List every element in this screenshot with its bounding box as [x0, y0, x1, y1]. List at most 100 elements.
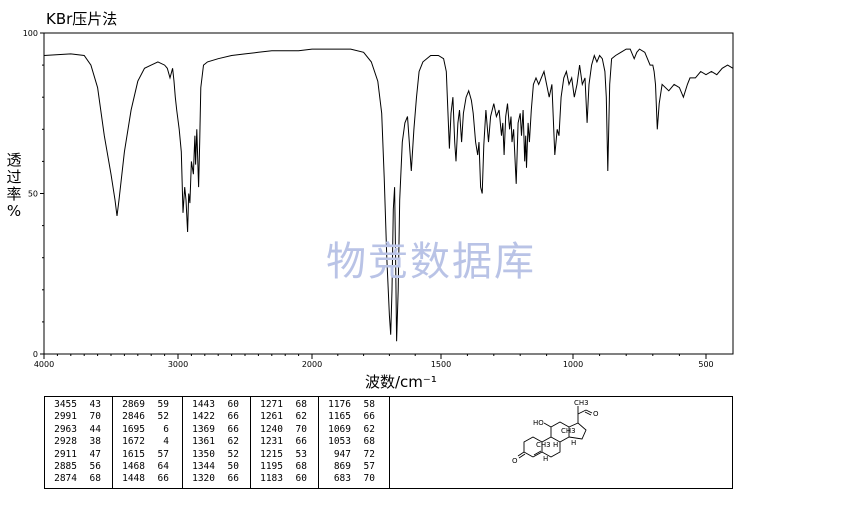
peak-table-row: 2928 38	[49, 436, 112, 448]
peak-transmittance: 56	[89, 461, 101, 473]
peak-transmittance: 70	[295, 423, 307, 435]
carbonyl-bond	[585, 409, 593, 414]
peak-wavenumber: 1215	[260, 448, 283, 460]
peak-table-row: 1261 62	[255, 411, 318, 423]
peak-wavenumber: 2928	[54, 436, 77, 448]
peak-transmittance: 58	[363, 399, 375, 410]
peak-wavenumber: 1695	[122, 423, 145, 435]
peak-table-row: 1240 70	[255, 424, 318, 436]
chart-title: KBr压片法	[46, 10, 118, 28]
y-axis-label: 透 过 率 %	[4, 152, 24, 220]
x-tick-label: 2000	[302, 360, 322, 369]
peak-table-row: 1361 62	[187, 436, 250, 448]
peak-transmittance: 66	[363, 411, 375, 423]
peak-wavenumber: 1422	[192, 411, 215, 423]
peak-table-column: 1443 60 1422 66 1369 66 1361 62 1350 52 1344 50 1320…	[183, 397, 251, 488]
peak-transmittance: 60	[295, 473, 307, 485]
peak-table-row: 3455 43	[49, 399, 112, 411]
peak-table-row: 1422 66	[187, 411, 250, 423]
peak-table-row: 1183 60	[255, 473, 318, 485]
peak-table-row: 947 72	[323, 449, 389, 461]
peak-wavenumber: 1320	[192, 473, 215, 485]
peak-transmittance: 72	[363, 448, 375, 460]
y-axis-label-char: %	[6, 202, 22, 220]
peak-table-column: 3455 43 2991 70 2963 44 2928 38 2911 47 2885 56 2874…	[45, 397, 113, 488]
peak-transmittance: 70	[363, 473, 375, 485]
peak-table-column: 2869 59 2846 52 1695 6 1672 4 1615 57 1468 64 1448 66	[113, 397, 183, 488]
peak-wavenumber: 2885	[54, 461, 77, 473]
peak-wavenumber: 1361	[192, 436, 215, 448]
peak-transmittance: 47	[89, 448, 101, 460]
y-tick-label: 100	[23, 29, 38, 38]
spectrum-line	[43, 48, 734, 342]
peak-wavenumber: 2874	[54, 473, 77, 485]
label-oxygen-ketone: O	[593, 410, 599, 418]
peak-transmittance: 62	[227, 436, 239, 448]
peak-table-row: 1215 53	[255, 449, 318, 461]
peak-table-row: 2991 70	[49, 411, 112, 423]
label-ch3-c19: CH3	[536, 441, 551, 449]
carbonyl-bond	[584, 411, 592, 416]
peak-table-row: 1176 58	[323, 399, 389, 411]
peak-transmittance: 38	[89, 436, 101, 448]
peak-wavenumber: 1443	[192, 399, 215, 410]
peak-wavenumber: 683	[333, 473, 351, 485]
peak-wavenumber: 1448	[122, 473, 145, 485]
peak-transmittance: 66	[227, 473, 239, 485]
peak-table-row: 1231 66	[255, 436, 318, 448]
peak-table-row: 2963 44	[49, 424, 112, 436]
enone-double-bond	[533, 450, 542, 456]
carbonyl-bond	[517, 451, 525, 457]
peak-table-row: 2885 56	[49, 461, 112, 473]
peak-wavenumber: 3455	[54, 399, 77, 410]
peak-table-row: 1468 64	[117, 461, 182, 473]
peak-transmittance: 53	[295, 448, 307, 460]
peak-wavenumber: 2869	[122, 399, 145, 410]
peak-wavenumber: 1369	[192, 423, 215, 435]
label-oxygen-enone: O	[512, 457, 518, 465]
ring-d	[568, 422, 587, 440]
peak-transmittance: 43	[89, 399, 101, 410]
peak-transmittance: 60	[227, 399, 239, 410]
peak-transmittance: 59	[157, 399, 169, 410]
peak-wavenumber: 1240	[260, 423, 283, 435]
peak-transmittance: 64	[157, 461, 169, 473]
peak-transmittance: 52	[157, 411, 169, 423]
peak-table-row: 1053 68	[323, 436, 389, 448]
peak-transmittance: 68	[363, 436, 375, 448]
y-tick-label: 50	[28, 190, 38, 199]
x-tick-label: 4000	[34, 360, 54, 369]
label-h: H	[543, 455, 548, 463]
peak-transmittance: 6	[163, 423, 169, 435]
peak-table-row: 1369 66	[187, 424, 250, 436]
peak-table-row: 1271 68	[255, 399, 318, 411]
y-axis-label-char: 过	[6, 168, 22, 186]
peak-table-row: 2846 52	[117, 411, 182, 423]
label-h: H	[553, 441, 558, 449]
ring-c	[550, 421, 570, 443]
peak-table-row: 1195 68	[255, 461, 318, 473]
peak-table: 3455 43 2991 70 2963 44 2928 38 2911 47 2885 56 2874…	[44, 396, 390, 489]
peak-transmittance: 66	[157, 473, 169, 485]
ring-b	[541, 436, 561, 458]
peak-table-row: 1350 52	[187, 449, 250, 461]
peak-wavenumber: 2991	[54, 411, 77, 423]
peak-table-row: 2869 59	[117, 399, 182, 411]
label-hydroxyl: HO	[533, 419, 544, 427]
peak-wavenumber: 869	[333, 461, 351, 473]
label-ch3-c18: CH3	[561, 427, 576, 435]
peak-wavenumber: 1350	[192, 448, 215, 460]
peak-transmittance: 66	[227, 423, 239, 435]
peak-wavenumber: 1183	[260, 473, 283, 485]
peak-transmittance: 66	[227, 411, 239, 423]
peak-transmittance: 68	[89, 473, 101, 485]
peak-table-row: 1069 62	[323, 424, 389, 436]
peak-wavenumber: 1176	[328, 399, 351, 410]
peak-transmittance: 44	[89, 423, 101, 435]
peak-transmittance: 52	[227, 448, 239, 460]
peak-transmittance: 57	[363, 461, 375, 473]
y-axis-label-char: 率	[6, 185, 22, 203]
side-chain-bond	[577, 409, 587, 415]
x-axis-label: 波数/cm⁻¹	[365, 373, 437, 391]
peak-wavenumber: 1468	[122, 461, 145, 473]
